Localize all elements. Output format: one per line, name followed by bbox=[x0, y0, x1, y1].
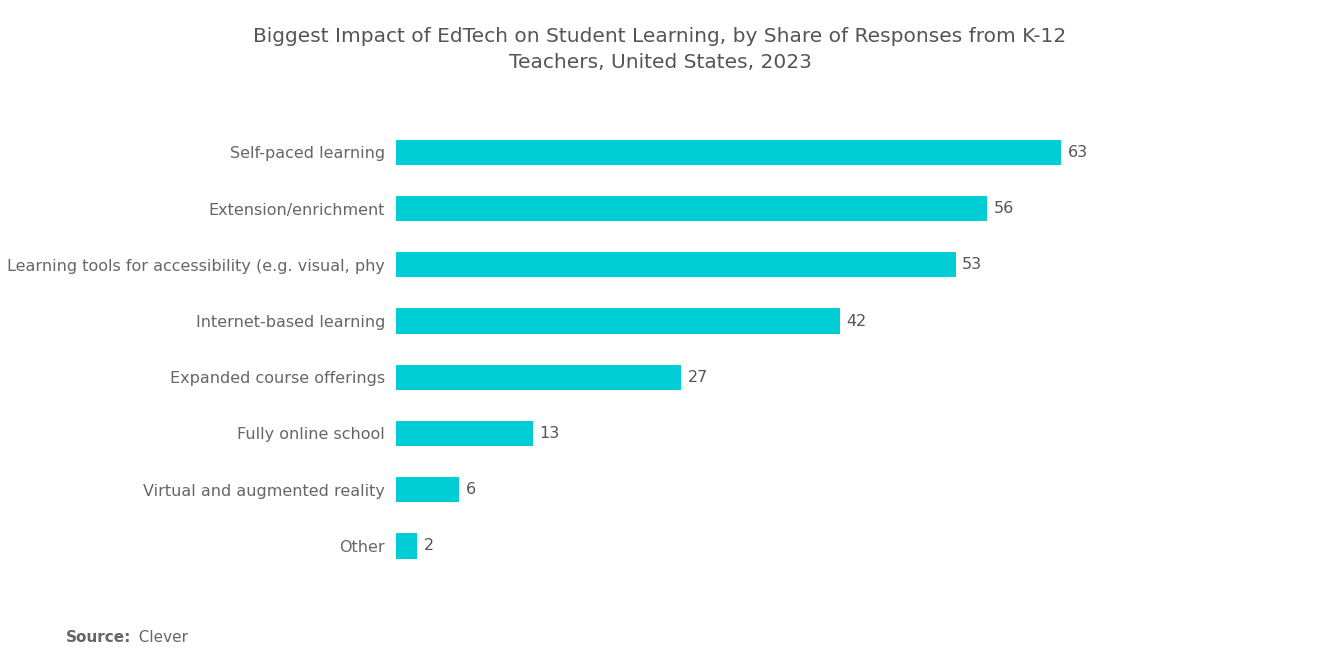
Bar bbox=[396, 364, 681, 390]
Text: 63: 63 bbox=[1068, 145, 1088, 160]
Text: Clever: Clever bbox=[129, 630, 189, 645]
Bar bbox=[396, 196, 987, 221]
Text: 6: 6 bbox=[466, 482, 475, 497]
Text: 2: 2 bbox=[424, 539, 433, 553]
Bar bbox=[396, 309, 840, 334]
Bar bbox=[396, 252, 956, 277]
Bar bbox=[396, 477, 459, 502]
Text: 13: 13 bbox=[540, 426, 560, 441]
Text: Biggest Impact of EdTech on Student Learning, by Share of Responses from K-12
Te: Biggest Impact of EdTech on Student Lear… bbox=[253, 27, 1067, 72]
Bar bbox=[396, 140, 1061, 165]
Text: Source:: Source: bbox=[66, 630, 132, 645]
Bar bbox=[396, 421, 533, 446]
Text: 27: 27 bbox=[688, 370, 708, 385]
Text: 42: 42 bbox=[846, 313, 866, 329]
Text: 56: 56 bbox=[994, 201, 1014, 216]
Text: 53: 53 bbox=[962, 257, 982, 272]
Bar bbox=[396, 533, 417, 559]
